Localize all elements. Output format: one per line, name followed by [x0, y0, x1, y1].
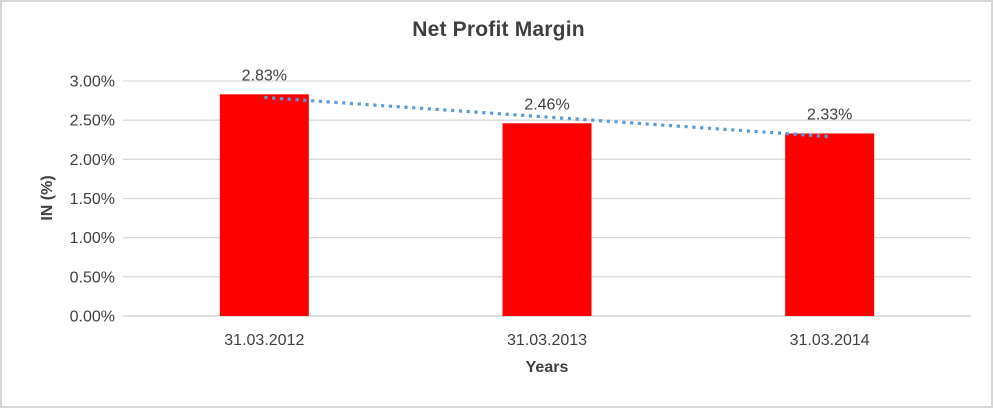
x-category-label: 31.03.2012	[224, 332, 304, 349]
data-label: 2.83%	[242, 67, 287, 84]
chart-title: Net Profit Margin	[412, 18, 585, 41]
y-tick-label: 0.50%	[70, 269, 115, 286]
y-axis-title: IN (%)	[39, 175, 56, 221]
x-category-label: 31.03.2013	[507, 332, 587, 349]
x-category-label: 31.03.2014	[790, 332, 870, 349]
data-label: 2.46%	[524, 96, 569, 113]
trendline	[264, 95, 830, 139]
y-tick-label: 1.50%	[70, 191, 115, 208]
bar-31.03.2012	[219, 94, 309, 316]
bar-31.03.2013	[502, 123, 592, 316]
y-tick-label: 2.00%	[70, 152, 115, 169]
y-tick-label: 3.00%	[70, 74, 115, 91]
y-tick-label: 2.50%	[70, 113, 115, 130]
data-label: 2.33%	[807, 106, 852, 123]
y-tick-label: 1.00%	[70, 230, 115, 247]
y-tick-label: 0.00%	[70, 309, 115, 326]
bar-31.03.2014	[785, 133, 875, 316]
x-axis-title: Years	[525, 359, 569, 376]
